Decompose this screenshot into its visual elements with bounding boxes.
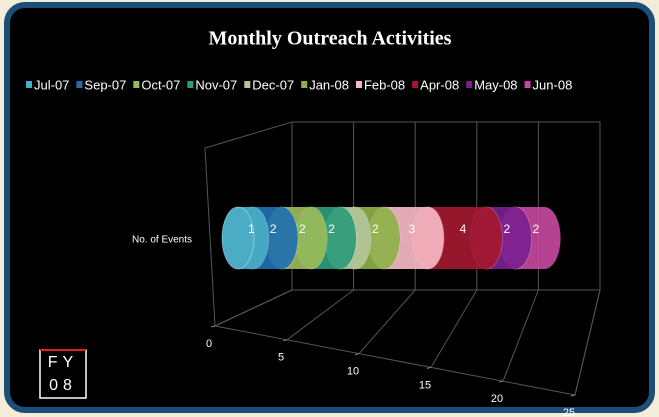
tick-mark [210, 325, 216, 328]
data-label: 2 [503, 222, 510, 236]
grid-line [574, 289, 601, 396]
bar-cap [221, 206, 255, 270]
legend-label: Jun-08 [533, 77, 573, 92]
data-label: 2 [270, 222, 277, 236]
legend-swatch [301, 81, 308, 88]
data-label: 3 [409, 222, 416, 236]
legend-label: Sep-07 [84, 77, 126, 92]
legend-label: Oct-07 [141, 77, 180, 92]
x-tick-label: 10 [347, 366, 359, 378]
data-label: 2 [299, 222, 306, 236]
grid-line [430, 289, 478, 368]
tick-mark [282, 339, 288, 342]
data-label: 4 [460, 222, 467, 236]
legend-label: Feb-08 [364, 77, 405, 92]
data-label: 2 [533, 222, 540, 236]
x-tick-label: 25 [563, 407, 575, 417]
data-label: 2 [372, 222, 379, 236]
chart-title: Monthly Outreach Activities [209, 28, 452, 50]
legend-swatch [412, 81, 419, 88]
legend-label: Jan-08 [309, 77, 349, 92]
grid-line [502, 289, 539, 382]
legend-swatch [355, 81, 362, 88]
legend-swatch [524, 81, 531, 88]
grid-line [358, 289, 416, 354]
data-label: 1 [248, 222, 255, 236]
grid-line [214, 289, 293, 327]
legend-swatch [244, 81, 251, 88]
tick-mark [354, 353, 360, 356]
tick-mark [426, 366, 432, 369]
grid-line [286, 289, 354, 341]
badge-text: FY [48, 354, 78, 371]
legend-label: Dec-07 [252, 77, 294, 92]
x-tick-label: 5 [278, 352, 284, 364]
legend-label: Nov-07 [195, 77, 237, 92]
x-tick-label: 15 [419, 379, 431, 391]
legend-label: Apr-08 [420, 77, 459, 92]
legend-swatch [133, 81, 140, 88]
data-label: 2 [328, 222, 335, 236]
tick-mark [570, 394, 576, 397]
legend-swatch [187, 81, 194, 88]
legend-swatch [466, 81, 473, 88]
category-label: No. of Events [132, 235, 192, 246]
x-tick-label: 0 [206, 338, 212, 350]
legend-label: May-08 [474, 77, 517, 92]
tick-mark [498, 380, 504, 383]
legend-swatch [76, 81, 83, 88]
legend-swatch [26, 81, 32, 88]
badge-text: 08 [49, 377, 77, 394]
x-tick-label: 20 [491, 393, 503, 405]
legend-label: Jul-07 [34, 77, 69, 92]
